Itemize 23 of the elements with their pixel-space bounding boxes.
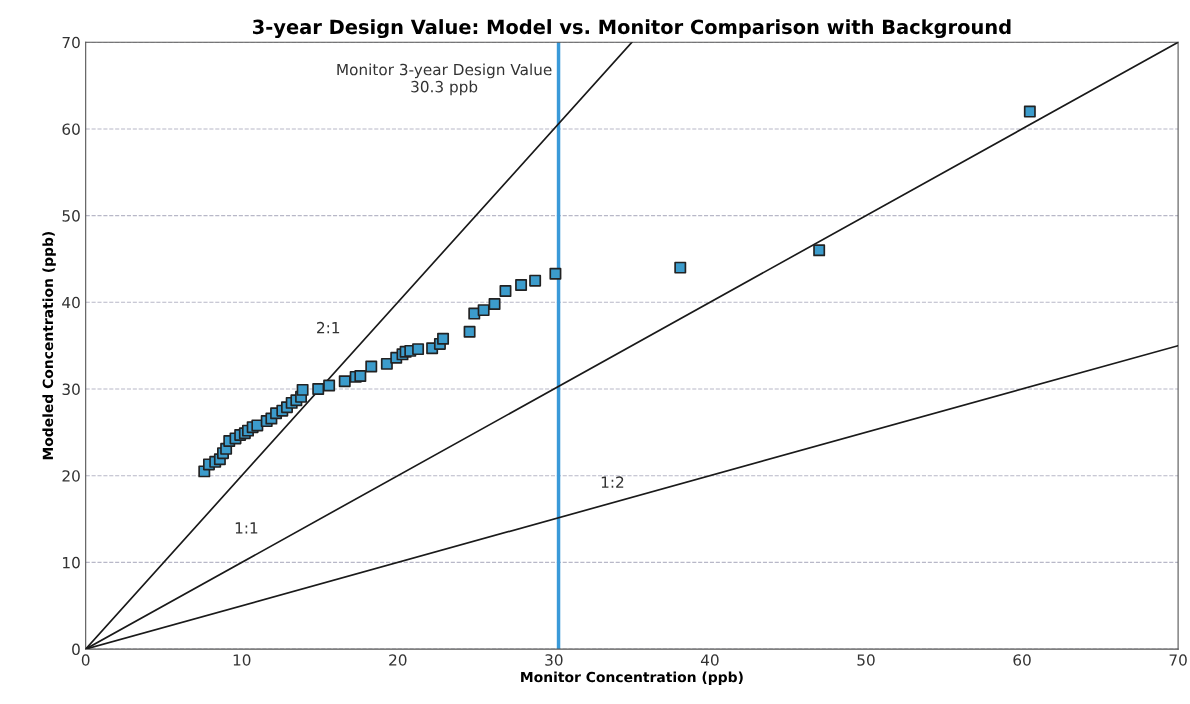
x-tick-label: 20 xyxy=(389,654,407,666)
chart-title: 3-year Design Value: Model vs. Monitor Comparison with Background xyxy=(252,19,1011,39)
series-label: 1:1 xyxy=(235,522,258,534)
x-tick-label: 40 xyxy=(700,654,719,666)
x-tick-label: 30 xyxy=(545,654,563,666)
y-axis-title: Modeled Concentration (ppb) xyxy=(42,231,56,460)
y-tick-label: 60 xyxy=(62,123,80,135)
x-axis-title: Monitor Concentration (ppb) xyxy=(521,671,743,685)
series-label: 2:1 xyxy=(317,321,340,334)
series-label: 1:2 xyxy=(601,476,624,488)
x-tick-label: 0 xyxy=(81,654,90,666)
x-tick-label: 70 xyxy=(1169,654,1187,666)
x-tick-label: 60 xyxy=(1013,654,1031,666)
y-tick-label: 50 xyxy=(62,210,80,222)
ref-line-label: Monitor 3-year Design Value 30.3 ppb xyxy=(337,63,552,96)
x-tick-label: 50 xyxy=(857,654,875,666)
x-tick-label: 10 xyxy=(233,654,251,666)
y-tick-label: 40 xyxy=(62,296,80,309)
y-tick-label: 0 xyxy=(72,643,80,656)
y-tick-label: 10 xyxy=(63,556,80,569)
y-tick-label: 20 xyxy=(62,470,80,482)
y-tick-label: 70 xyxy=(62,36,80,49)
y-tick-label: 30 xyxy=(62,383,80,396)
